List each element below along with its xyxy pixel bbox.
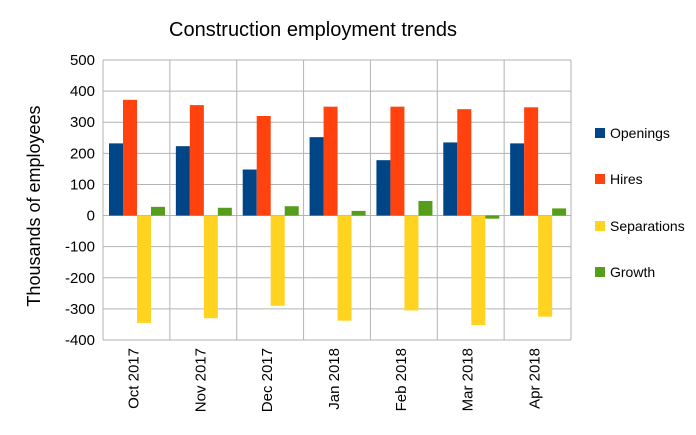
bar-growth-2 xyxy=(284,206,299,216)
legend-label-hires: Hires xyxy=(610,171,643,187)
bar-hires-1 xyxy=(189,105,204,216)
bar-growth-5 xyxy=(485,215,500,219)
x-tick-label: Jan 2018 xyxy=(326,348,343,410)
legend-swatch-growth xyxy=(595,267,605,277)
y-tick-label: -400 xyxy=(65,332,95,349)
y-tick-label: -100 xyxy=(65,239,95,256)
legend-label-openings: Openings xyxy=(610,125,670,141)
bar-separations-5 xyxy=(471,215,486,326)
x-tick-label: Feb 2018 xyxy=(393,348,410,411)
bar-growth-1 xyxy=(217,207,232,216)
chart-title: Construction employment trends xyxy=(169,19,457,41)
y-tick-label: 0 xyxy=(87,208,95,225)
bar-growth-0 xyxy=(151,206,165,216)
legend: Openings Hires Separations Growth xyxy=(595,125,685,280)
bar-openings-6 xyxy=(510,143,525,216)
x-tick-label: Oct 2017 xyxy=(125,348,142,409)
legend-label-growth: Growth xyxy=(610,264,655,280)
bar-growth-4 xyxy=(418,200,433,216)
x-tick-label: Mar 2018 xyxy=(460,348,477,411)
bar-openings-2 xyxy=(242,169,257,216)
y-tick-label: -300 xyxy=(65,301,95,318)
bar-openings-3 xyxy=(309,137,324,216)
bar-separations-1 xyxy=(203,215,218,319)
bar-hires-4 xyxy=(390,106,405,216)
bar-separations-6 xyxy=(538,215,553,317)
y-tick-label: -200 xyxy=(65,270,95,287)
bar-openings-4 xyxy=(376,160,391,216)
bar-openings-0 xyxy=(109,143,123,216)
bar-growth-3 xyxy=(351,210,366,216)
bar-hires-0 xyxy=(123,99,137,216)
y-tick-label: 100 xyxy=(70,176,95,193)
bar-separations-2 xyxy=(270,215,285,306)
bar-hires-3 xyxy=(323,106,338,216)
legend-label-separations: Separations xyxy=(610,218,685,234)
x-tick-label: Nov 2017 xyxy=(192,348,209,412)
legend-swatch-hires xyxy=(595,174,605,184)
bar-hires-5 xyxy=(457,109,472,216)
legend-swatch-separations xyxy=(595,221,605,231)
bar-hires-2 xyxy=(256,116,271,216)
bar-separations-4 xyxy=(404,215,419,311)
bar-openings-1 xyxy=(175,146,190,216)
x-tick-label: Apr 2018 xyxy=(527,348,544,409)
bar-hires-6 xyxy=(524,107,539,216)
legend-swatch-openings xyxy=(595,128,605,138)
y-tick-label: 500 xyxy=(70,52,95,69)
y-tick-label: 200 xyxy=(70,145,95,162)
bar-separations-0 xyxy=(137,215,151,323)
bar-openings-5 xyxy=(443,142,458,216)
bar-separations-3 xyxy=(337,215,352,321)
x-tick-label: Dec 2017 xyxy=(259,348,276,412)
y-axis-label: Thousands of employees xyxy=(24,105,44,306)
bar-growth-6 xyxy=(552,208,567,216)
plot-area: 500 400 300 200 100 0 -100 -200 -300 -400 Oct 2017… xyxy=(65,52,572,412)
y-tick-label: 300 xyxy=(70,114,95,131)
y-tick-label: 400 xyxy=(70,83,95,100)
